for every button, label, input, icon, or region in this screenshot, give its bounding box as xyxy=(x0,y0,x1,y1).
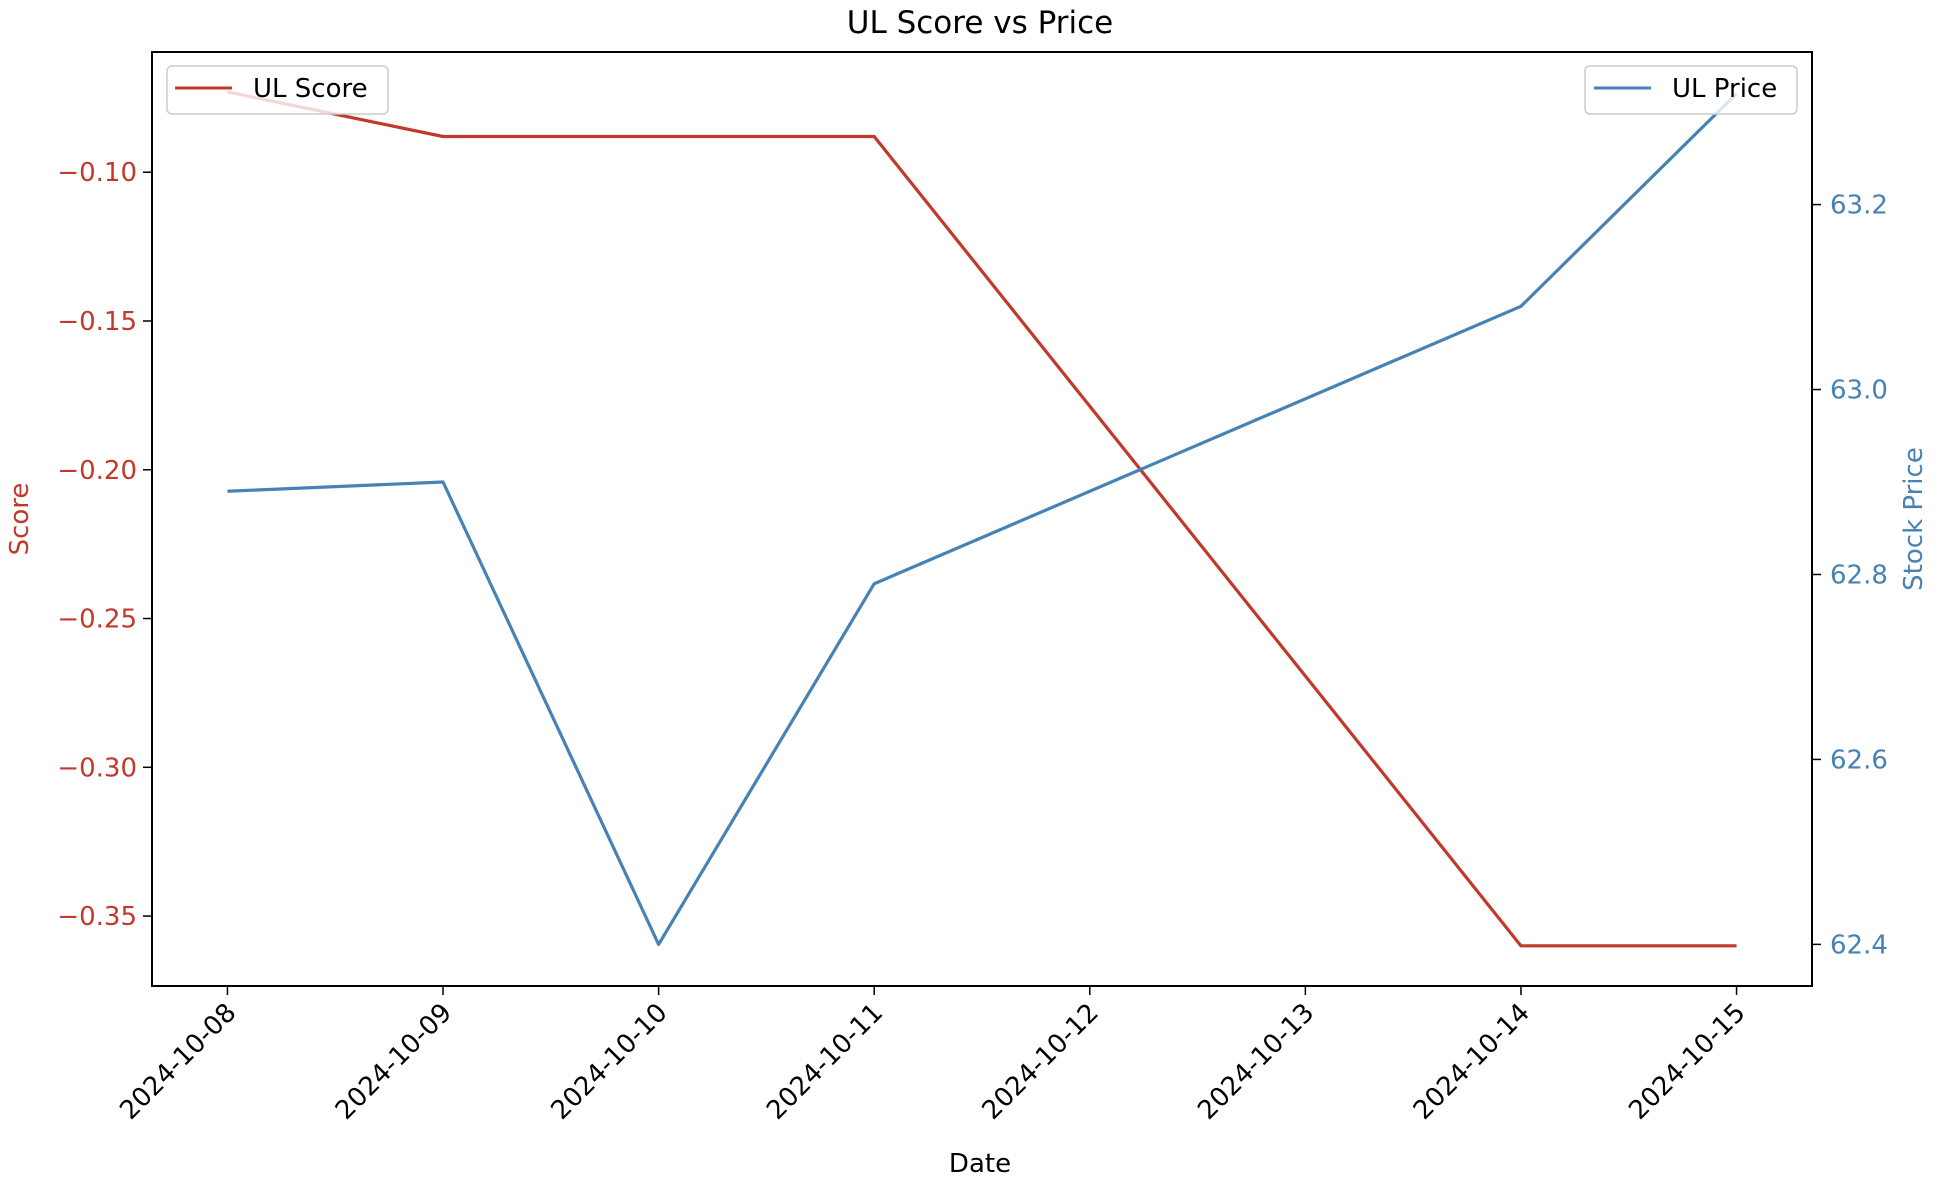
legend-score-label: UL Score xyxy=(253,74,368,104)
y-left-tick-label: −0.25 xyxy=(57,605,137,635)
y-right-tick-label: 62.6 xyxy=(1830,745,1888,775)
y-left-tick-label: −0.20 xyxy=(57,456,137,486)
chart-title: UL Score vs Price xyxy=(847,5,1113,41)
y-left-tick-label: −0.15 xyxy=(57,307,137,337)
x-axis-label: Date xyxy=(949,1149,1011,1179)
y-left-tick-label: −0.10 xyxy=(57,158,137,188)
y-right-tick-label: 63.0 xyxy=(1830,376,1888,406)
series-line-price xyxy=(227,92,1738,946)
legend-price-frame xyxy=(1584,65,1798,115)
y-right-tick-label: 63.2 xyxy=(1830,191,1888,221)
series-layer xyxy=(227,90,1738,948)
plot-frame xyxy=(151,51,1813,987)
y-right-tick-label: 62.8 xyxy=(1830,560,1888,590)
y-left-tick-label: −0.35 xyxy=(57,902,137,932)
y-axis-label-left: Score xyxy=(5,483,35,556)
legend-price-label: UL Price xyxy=(1672,74,1777,104)
y-right-tick-label: 62.4 xyxy=(1830,930,1888,960)
y-axis-label-right: Stock Price xyxy=(1899,447,1929,591)
series-line-score xyxy=(227,90,1737,948)
y-left-tick-label: −0.30 xyxy=(57,753,137,783)
legend-score: UL Score xyxy=(166,65,389,115)
legend-price: UL Price xyxy=(1584,65,1798,115)
legend-score-frame xyxy=(166,65,389,115)
